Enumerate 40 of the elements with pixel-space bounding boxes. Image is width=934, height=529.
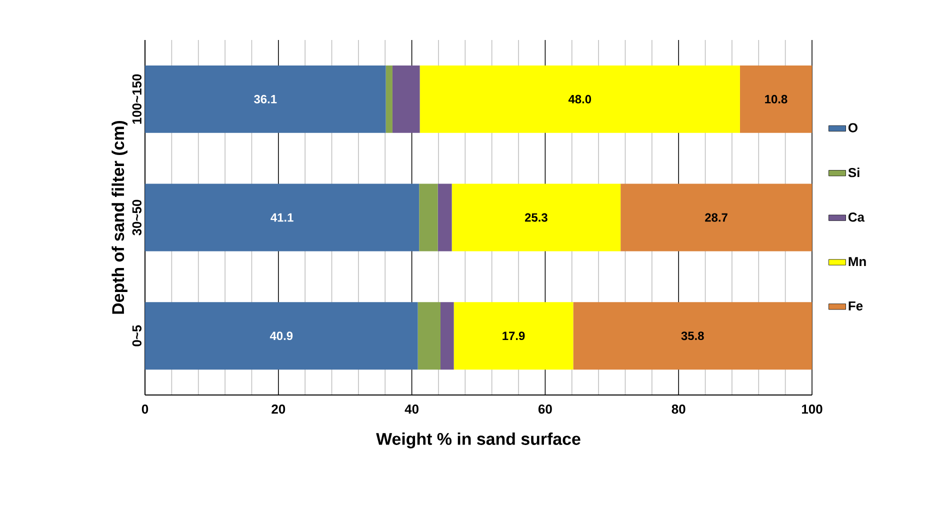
data-label: 28.7: [705, 213, 728, 222]
data-label: 36.1: [254, 94, 277, 104]
data-label: 48.0: [568, 94, 592, 104]
x-tick-label: 100: [802, 404, 822, 414]
x-tick-label: 60: [538, 404, 552, 414]
bar: [573, 302, 812, 370]
data-label: 10.8: [765, 94, 788, 104]
y-axis-title: Depth of sand filter (cm): [112, 120, 128, 314]
data-label: 25.3: [524, 213, 548, 222]
bar: [392, 65, 420, 133]
data-label: 40.9: [270, 332, 293, 340]
data-label: 35.8: [681, 332, 704, 340]
bar: [438, 184, 452, 252]
bar: [420, 65, 740, 133]
bar: [386, 65, 392, 133]
bar: [452, 184, 621, 252]
bar: [440, 302, 454, 370]
x-tick-label: 0: [142, 404, 148, 414]
bar: [454, 302, 574, 370]
legend-label: Ca: [848, 212, 865, 222]
y-tick-label: 30~50: [132, 200, 142, 236]
legend-label: Mn: [848, 257, 866, 266]
bar: [145, 302, 418, 370]
bar: [145, 184, 420, 252]
legend-label: Si: [848, 168, 860, 178]
data-label: 41.1: [270, 213, 294, 222]
bar: [145, 65, 386, 133]
x-tick-label: 20: [272, 404, 286, 414]
x-tick-label: 40: [404, 404, 418, 414]
legend-label: Fe: [848, 301, 863, 310]
x-tick-label: 80: [672, 404, 686, 414]
bar: [740, 65, 812, 133]
bar: [418, 302, 440, 370]
y-tick-label: 100~150: [132, 74, 142, 124]
legend-label: O: [848, 123, 858, 132]
bar: [419, 184, 438, 252]
y-tick-label: 0~5: [132, 325, 142, 346]
bar: [620, 184, 812, 252]
x-axis-title: Weight % in sand surface: [376, 432, 580, 448]
data-label: 17.9: [502, 332, 525, 340]
